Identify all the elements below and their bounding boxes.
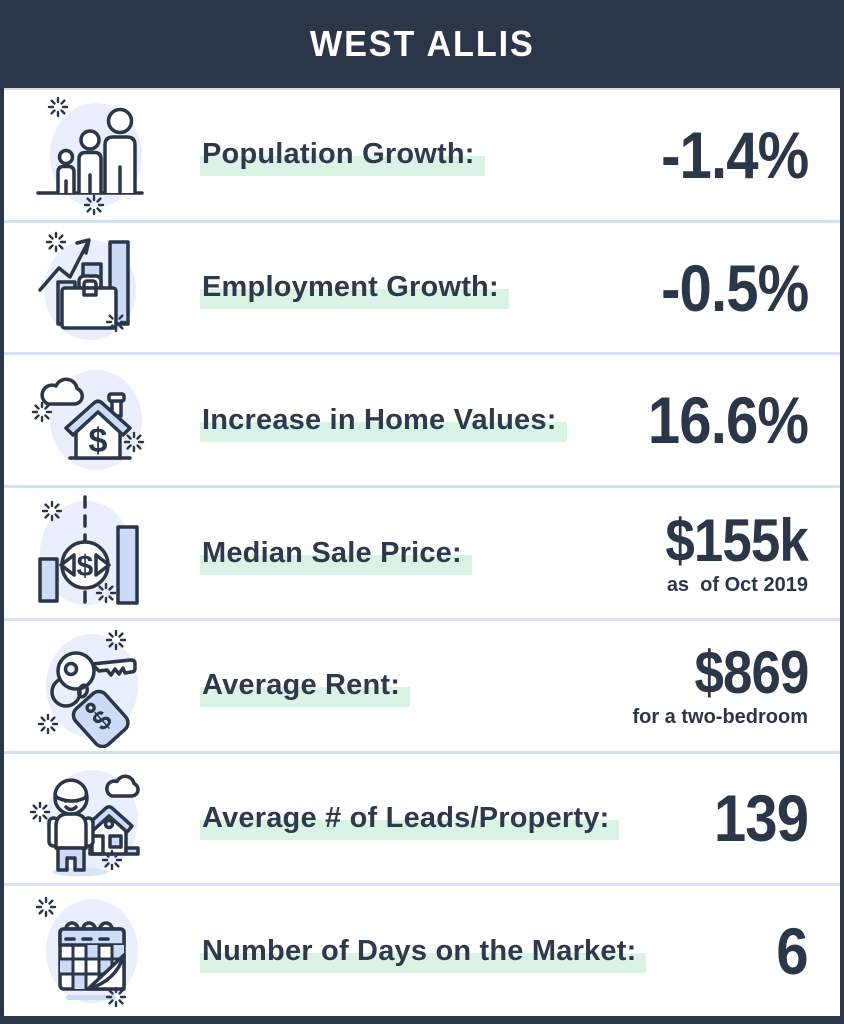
stat-value: 6: [776, 914, 809, 989]
stat-row-population-growth: Population Growth: -1.4%: [4, 90, 840, 223]
stat-value: 139: [713, 781, 809, 856]
stats-panel: Population Growth: -1.4% Employment: [4, 88, 840, 1016]
stat-label-wrap: Number of Days on the Market:: [200, 932, 772, 973]
stat-value-wrap: 6: [772, 914, 809, 989]
stat-label: Average Rent:: [200, 667, 411, 708]
stat-label-wrap: Average # of Leads/Property:: [200, 799, 701, 840]
stat-row-home-values: $ Increase in Home Values: 16.6%: [4, 355, 840, 489]
stat-caption: as of Oct 2019: [666, 573, 808, 596]
stat-caption: for a two-bedroom: [632, 706, 808, 729]
header-bar: WEST ALLIS: [0, 0, 844, 88]
employment-growth-icon: [28, 226, 152, 350]
home-values-icon: $: [28, 358, 152, 482]
stat-value: $869: [694, 639, 809, 707]
stat-value-wrap: $869 for a two-bedroom: [632, 639, 809, 729]
average-rent-icon: $: [28, 624, 152, 748]
stat-value-wrap: -1.4%: [641, 117, 809, 192]
stat-label: Number of Days on the Market:: [200, 932, 647, 973]
stat-label: Population Growth:: [200, 136, 485, 177]
median-sale-price-icon: $: [28, 491, 152, 615]
svg-text:$: $: [77, 550, 94, 583]
stat-label: Average # of Leads/Property:: [200, 799, 620, 840]
stat-value: -1.4%: [660, 117, 809, 192]
stat-row-average-rent: $ Average Rent: $869 for a two-bedroom: [4, 621, 840, 754]
stat-value-wrap: -0.5%: [641, 250, 809, 325]
stat-value-wrap: 16.6%: [626, 383, 809, 458]
stat-label: Median Sale Price:: [200, 534, 472, 575]
stat-row-employment-growth: Employment Growth: -0.5%: [4, 223, 840, 356]
stat-value-wrap: $155k as of Oct 2019: [646, 506, 809, 596]
days-on-market-icon: [28, 889, 152, 1013]
stat-label-wrap: Population Growth:: [200, 136, 641, 177]
page-title: WEST ALLIS: [309, 23, 535, 64]
population-growth-icon: [28, 93, 152, 217]
stat-value: 16.6%: [647, 383, 809, 458]
stat-value-wrap: 139: [701, 781, 809, 856]
stat-label-wrap: Increase in Home Values:: [200, 401, 626, 442]
stat-row-days-on-market: Number of Days on the Market: 6: [4, 886, 840, 1016]
stat-label-wrap: Average Rent:: [200, 667, 632, 708]
stat-label-wrap: Employment Growth:: [200, 269, 641, 310]
stat-row-median-sale-price: $ Median Sale Price: $155k as of Oct 201…: [4, 488, 840, 621]
stat-label: Increase in Home Values:: [200, 401, 567, 442]
stat-value: $155k: [665, 506, 809, 574]
stat-row-leads-per-property: Average # of Leads/Property: 139: [4, 754, 840, 887]
stat-label: Employment Growth:: [200, 269, 509, 310]
leads-per-property-icon: [28, 756, 152, 880]
stat-label-wrap: Median Sale Price:: [200, 534, 646, 575]
svg-text:$: $: [89, 422, 108, 460]
stat-value: -0.5%: [660, 250, 809, 325]
